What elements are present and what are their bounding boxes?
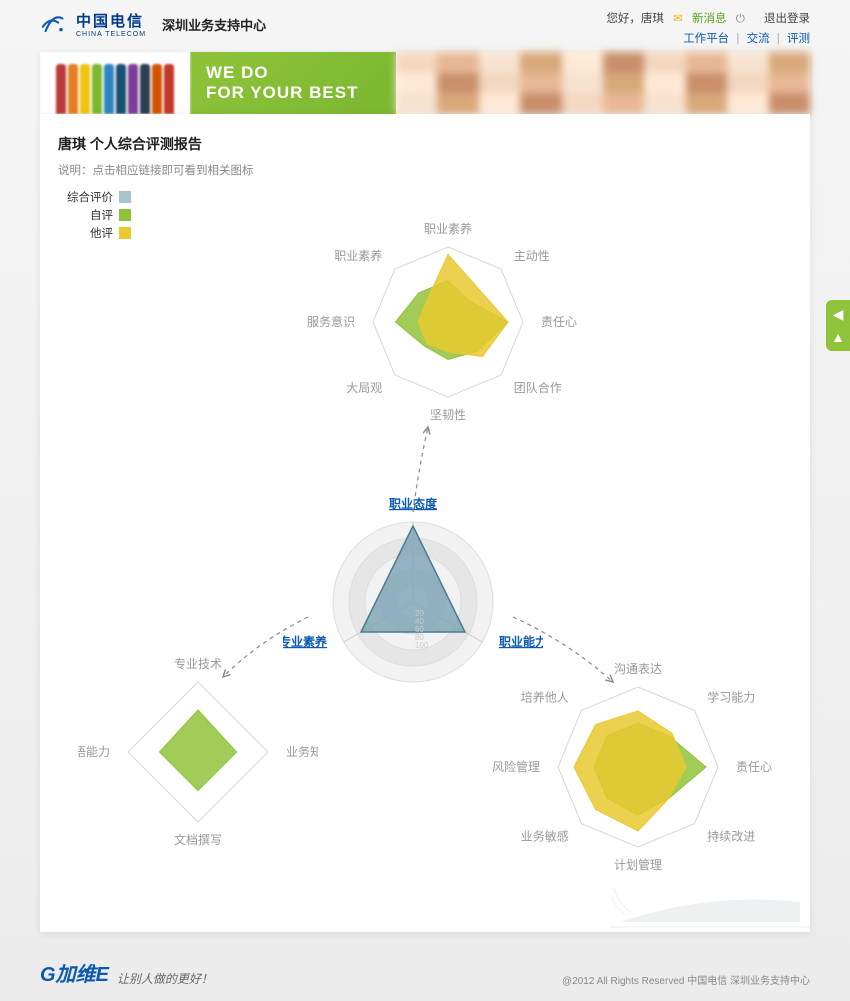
logo-cn: 中国电信	[76, 10, 146, 31]
svg-text:职业素养: 职业素养	[424, 221, 472, 236]
svg-text:职业素养: 职业素养	[334, 248, 382, 263]
train-watermark-icon	[610, 872, 810, 932]
svg-text:100: 100	[415, 641, 429, 650]
svg-text:学习能力: 学习能力	[707, 690, 755, 705]
nav-evaluate[interactable]: 评测	[787, 33, 810, 45]
nav-workbench[interactable]: 工作平台	[683, 33, 729, 45]
new-message-link[interactable]: 新消息	[692, 13, 727, 25]
side-back-icon[interactable]: ◀	[833, 306, 844, 323]
brand-logo: G加维E	[40, 958, 109, 987]
svg-text:沟通表达: 沟通表达	[614, 662, 662, 676]
banner: WE DO FOR YOUR BEST	[40, 52, 810, 114]
left-radar[interactable]: 专业技术业务知识文档撰写 英语能力	[78, 642, 318, 882]
footer: G加维E 让别人做的更好！ @2012 All Rights Reserved …	[0, 952, 850, 1001]
svg-text:计划管理: 计划管理	[614, 857, 662, 872]
svg-text:服务意识: 服务意识	[307, 314, 355, 329]
svg-text:坚韧性: 坚韧性	[430, 408, 466, 422]
svg-text:大局观: 大局观	[346, 381, 382, 395]
copyright: @2012 All Rights Reserved 中国电信 深圳业务支持中心	[562, 972, 810, 987]
svg-text:持续改进: 持续改进	[707, 828, 755, 843]
svg-text:责任心: 责任心	[541, 315, 577, 329]
report-title: 唐琪 个人综合评测报告	[58, 134, 792, 154]
side-tab[interactable]: ◀ ▲	[826, 300, 850, 351]
logo-en: CHINA TELECOM	[76, 31, 146, 38]
report-desc: 说明：点击相应链接即可看到相关图标	[58, 162, 792, 178]
china-telecom-icon	[40, 10, 68, 38]
side-up-icon[interactable]: ▲	[831, 329, 845, 345]
banner-slogan: WE DO FOR YOUR BEST	[190, 52, 396, 114]
logo-block: 中国电信 CHINA TELECOM 深圳业务支持中心	[40, 10, 266, 38]
svg-text:英语能力: 英语能力	[78, 745, 110, 759]
nav-exchange[interactable]: 交流	[747, 33, 770, 45]
logout-icon: ⏻	[736, 13, 745, 25]
nav-row: 工作平台 | 交流 | 评测	[606, 30, 810, 46]
svg-text:团队合作: 团队合作	[514, 380, 562, 395]
svg-text:责任心: 责任心	[736, 760, 772, 774]
svg-text:风险管理: 风险管理	[492, 759, 540, 774]
slogan-line2: FOR YOUR BEST	[206, 83, 396, 103]
message-icon: ✉	[673, 13, 683, 25]
logout-link[interactable]: 退出登录	[764, 13, 810, 25]
right-radar[interactable]: 沟通表达学习能力责任心持续改进计划管理 业务敏感 风险管理 培养他人	[488, 642, 788, 902]
brand-tagline: 让别人做的更好！	[117, 970, 213, 987]
greeting-text: 您好，唐琪	[606, 13, 664, 25]
svg-text:业务敏感: 业务敏感	[521, 828, 569, 843]
header: 中国电信 CHINA TELECOM 深圳业务支持中心 您好，唐琪 ✉ 新消息 …	[0, 0, 850, 52]
chart-stage: 职业素养主动性责任心团队合作坚韧性大局观服务意识职业素养 职业态度职业能力专业素…	[58, 202, 792, 902]
svg-text:文档撰写: 文档撰写	[174, 832, 222, 847]
banner-pencils	[40, 52, 190, 114]
svg-text:职业态度: 职业态度	[389, 496, 438, 511]
subcenter-title: 深圳业务支持中心	[162, 15, 266, 34]
greeting-row: 您好，唐琪 ✉ 新消息 ⏻ 退出登录	[606, 10, 810, 26]
report-card: 唐琪 个人综合评测报告 说明：点击相应链接即可看到相关图标 综合评价自评他评 职…	[40, 114, 810, 932]
slogan-line1: WE DO	[206, 63, 396, 83]
banner-people	[396, 52, 810, 114]
svg-text:专业技术: 专业技术	[174, 656, 222, 671]
svg-text:业务知识: 业务知识	[286, 744, 318, 759]
top-radar[interactable]: 职业素养主动性责任心团队合作坚韧性大局观服务意识职业素养	[298, 202, 598, 442]
svg-text:主动性: 主动性	[514, 249, 550, 263]
svg-text:培养他人: 培养他人	[521, 690, 569, 705]
